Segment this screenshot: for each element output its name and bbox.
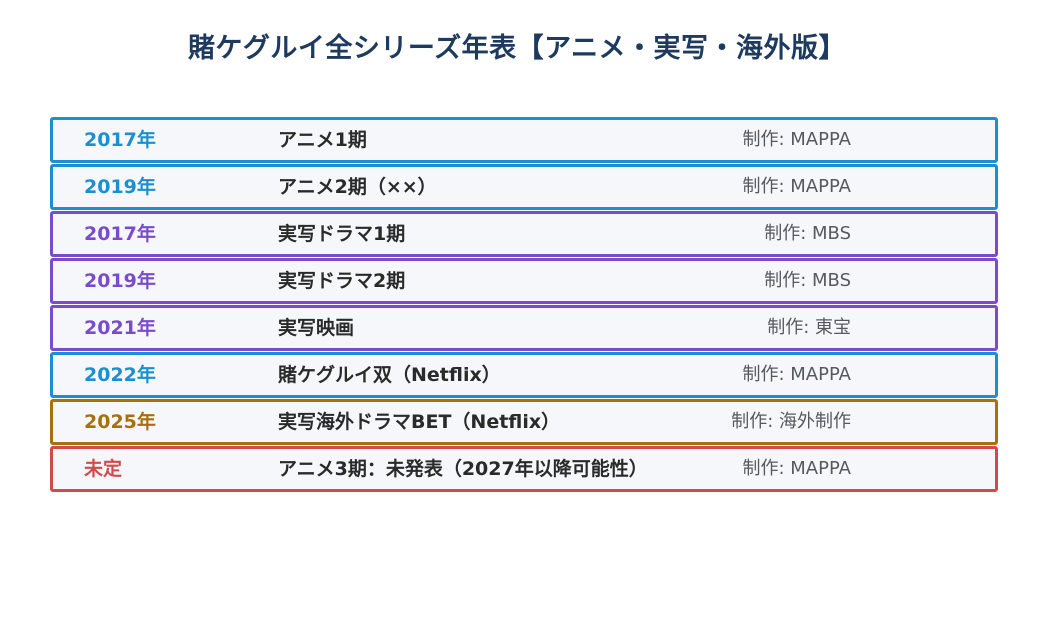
row-title: アニメ1期	[278, 129, 367, 151]
timeline-row: 2019年 アニメ2期（××） 制作: MAPPA	[50, 164, 998, 210]
row-studio: 制作: MAPPA	[742, 364, 851, 385]
row-studio: 制作: MAPPA	[742, 176, 851, 197]
row-year: 2025年	[84, 411, 156, 433]
row-year: 2022年	[84, 364, 156, 386]
timeline-row: 2017年 実写ドラマ1期 制作: MBS	[50, 211, 998, 257]
timeline-row: 2022年 賭ケグルイ双（Netflix） 制作: MAPPA	[50, 352, 998, 398]
timeline-row: 2021年 実写映画 制作: 東宝	[50, 305, 998, 351]
row-studio: 制作: MBS	[764, 270, 851, 291]
row-studio: 制作: 海外制作	[731, 411, 851, 432]
row-title: アニメ3期：未発表（2027年以降可能性）	[278, 458, 648, 480]
timeline-row: 2025年 実写海外ドラマBET（Netflix） 制作: 海外制作	[50, 399, 998, 445]
row-year: 未定	[84, 458, 123, 480]
row-title: 実写映画	[278, 317, 355, 339]
row-title: 賭ケグルイ双（Netflix）	[278, 364, 501, 386]
row-title: 実写海外ドラマBET（Netflix）	[278, 411, 561, 433]
row-title: アニメ2期（××）	[278, 176, 437, 198]
row-studio: 制作: MAPPA	[742, 129, 851, 150]
timeline-row: 2017年 アニメ1期 制作: MAPPA	[50, 117, 998, 163]
row-studio: 制作: 東宝	[767, 317, 851, 338]
row-year: 2017年	[84, 129, 156, 151]
row-studio: 制作: MBS	[764, 223, 851, 244]
row-title: 実写ドラマ2期	[278, 270, 406, 292]
row-title: 実写ドラマ1期	[278, 223, 406, 245]
row-year: 2019年	[84, 270, 156, 292]
timeline-row: 未定 アニメ3期：未発表（2027年以降可能性） 制作: MAPPA	[50, 446, 998, 492]
row-year: 2021年	[84, 317, 156, 339]
row-year: 2017年	[84, 223, 156, 245]
row-year: 2019年	[84, 176, 156, 198]
timeline-row: 2019年 実写ドラマ2期 制作: MBS	[50, 258, 998, 304]
series-timeline: 2017年 アニメ1期 制作: MAPPA 2019年 アニメ2期（××） 制作…	[50, 117, 998, 493]
row-studio: 制作: MAPPA	[742, 458, 851, 479]
page-title: 賭ケグルイ全シリーズ年表【アニメ・実写・海外版】	[187, 33, 847, 64]
